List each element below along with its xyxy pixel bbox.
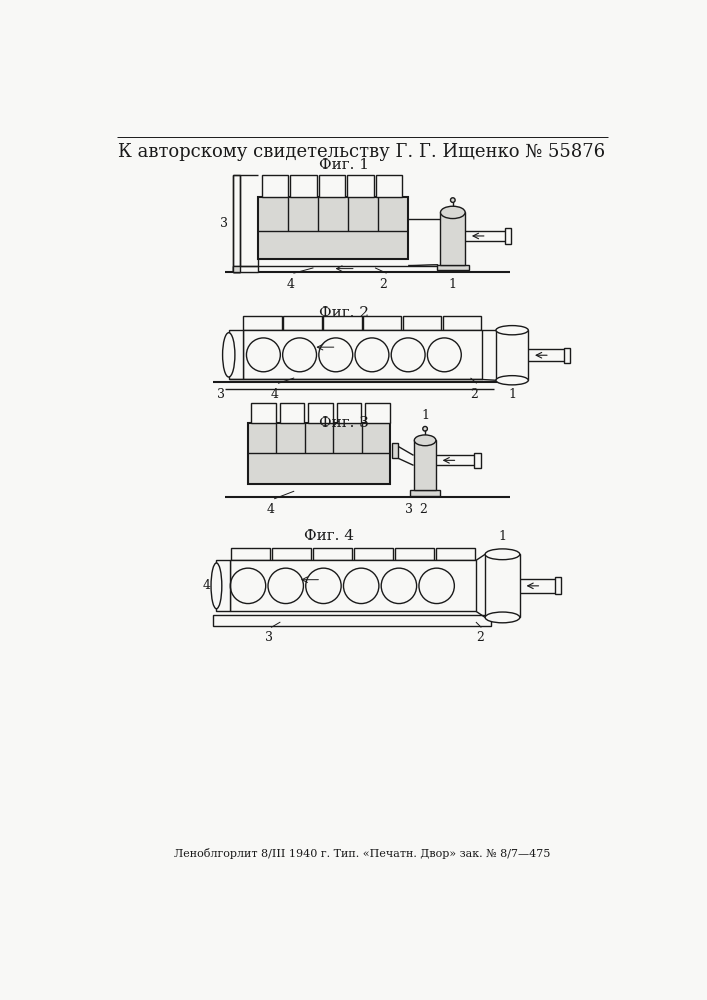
Bar — [262, 175, 288, 197]
Text: 2: 2 — [476, 631, 484, 644]
Bar — [485, 554, 520, 617]
Text: 2: 2 — [420, 503, 428, 516]
Bar — [313, 548, 352, 560]
Bar — [443, 316, 481, 330]
Text: Фиг. 2: Фиг. 2 — [320, 306, 369, 320]
Bar — [411, 490, 440, 496]
Bar — [284, 316, 322, 330]
Text: 4: 4 — [267, 503, 275, 516]
Bar — [233, 175, 240, 272]
Bar — [216, 560, 230, 611]
Bar — [496, 330, 528, 380]
Circle shape — [423, 426, 428, 431]
Bar — [363, 316, 402, 330]
Bar — [233, 266, 240, 272]
Bar — [440, 212, 465, 265]
Ellipse shape — [414, 435, 436, 446]
Text: 2: 2 — [379, 278, 387, 291]
Bar — [403, 316, 441, 330]
Bar — [233, 266, 258, 272]
Text: 1: 1 — [421, 409, 429, 422]
Bar — [323, 316, 361, 330]
Ellipse shape — [496, 376, 528, 385]
Bar — [319, 175, 345, 197]
Bar — [376, 175, 402, 197]
Bar — [347, 175, 373, 197]
Text: 1: 1 — [498, 530, 506, 544]
Ellipse shape — [485, 612, 520, 623]
Text: 4: 4 — [271, 388, 279, 401]
Bar — [243, 330, 482, 379]
Bar — [337, 403, 361, 423]
Bar — [229, 330, 243, 379]
Bar — [437, 265, 469, 270]
Ellipse shape — [485, 549, 520, 560]
Ellipse shape — [211, 563, 222, 609]
Bar — [436, 548, 475, 560]
Text: Фиг. 4: Фиг. 4 — [304, 530, 354, 544]
Bar — [365, 403, 390, 423]
Text: 1: 1 — [508, 388, 516, 401]
Bar — [474, 453, 481, 468]
Text: 1: 1 — [449, 278, 457, 291]
Text: 2: 2 — [470, 388, 479, 401]
Text: К авторскому свидетельству Г. Г. Ищенко № 55876: К авторскому свидетельству Г. Г. Ищенко … — [118, 143, 605, 161]
Bar — [395, 548, 434, 560]
Bar — [563, 348, 570, 363]
Text: Фиг. 3: Фиг. 3 — [320, 416, 369, 430]
Text: 3: 3 — [265, 631, 273, 644]
Ellipse shape — [496, 326, 528, 335]
Bar — [291, 175, 317, 197]
Bar — [251, 403, 276, 423]
Bar — [258, 197, 408, 259]
Bar — [555, 577, 561, 594]
Bar — [414, 440, 436, 490]
Text: Фиг. 1: Фиг. 1 — [320, 158, 369, 172]
Ellipse shape — [223, 333, 235, 377]
Text: 3: 3 — [217, 388, 225, 401]
Text: 3: 3 — [405, 503, 413, 516]
Text: Леноблгорлит 8/III 1940 г. Тип. «Печатн. Двор» зак. № 8/7—475: Леноблгорлит 8/III 1940 г. Тип. «Печатн.… — [174, 848, 550, 859]
Text: 4: 4 — [286, 278, 294, 291]
Text: 3: 3 — [220, 217, 228, 230]
Bar — [506, 228, 511, 244]
Ellipse shape — [440, 206, 465, 219]
Bar — [392, 443, 398, 458]
Bar — [213, 615, 491, 626]
Circle shape — [450, 198, 455, 202]
Bar — [354, 548, 393, 560]
Bar — [230, 560, 476, 611]
Bar — [248, 423, 390, 484]
Bar — [272, 548, 311, 560]
Bar — [243, 316, 282, 330]
Bar — [279, 403, 304, 423]
Text: 4: 4 — [202, 579, 210, 592]
Bar — [231, 548, 271, 560]
Bar — [308, 403, 333, 423]
